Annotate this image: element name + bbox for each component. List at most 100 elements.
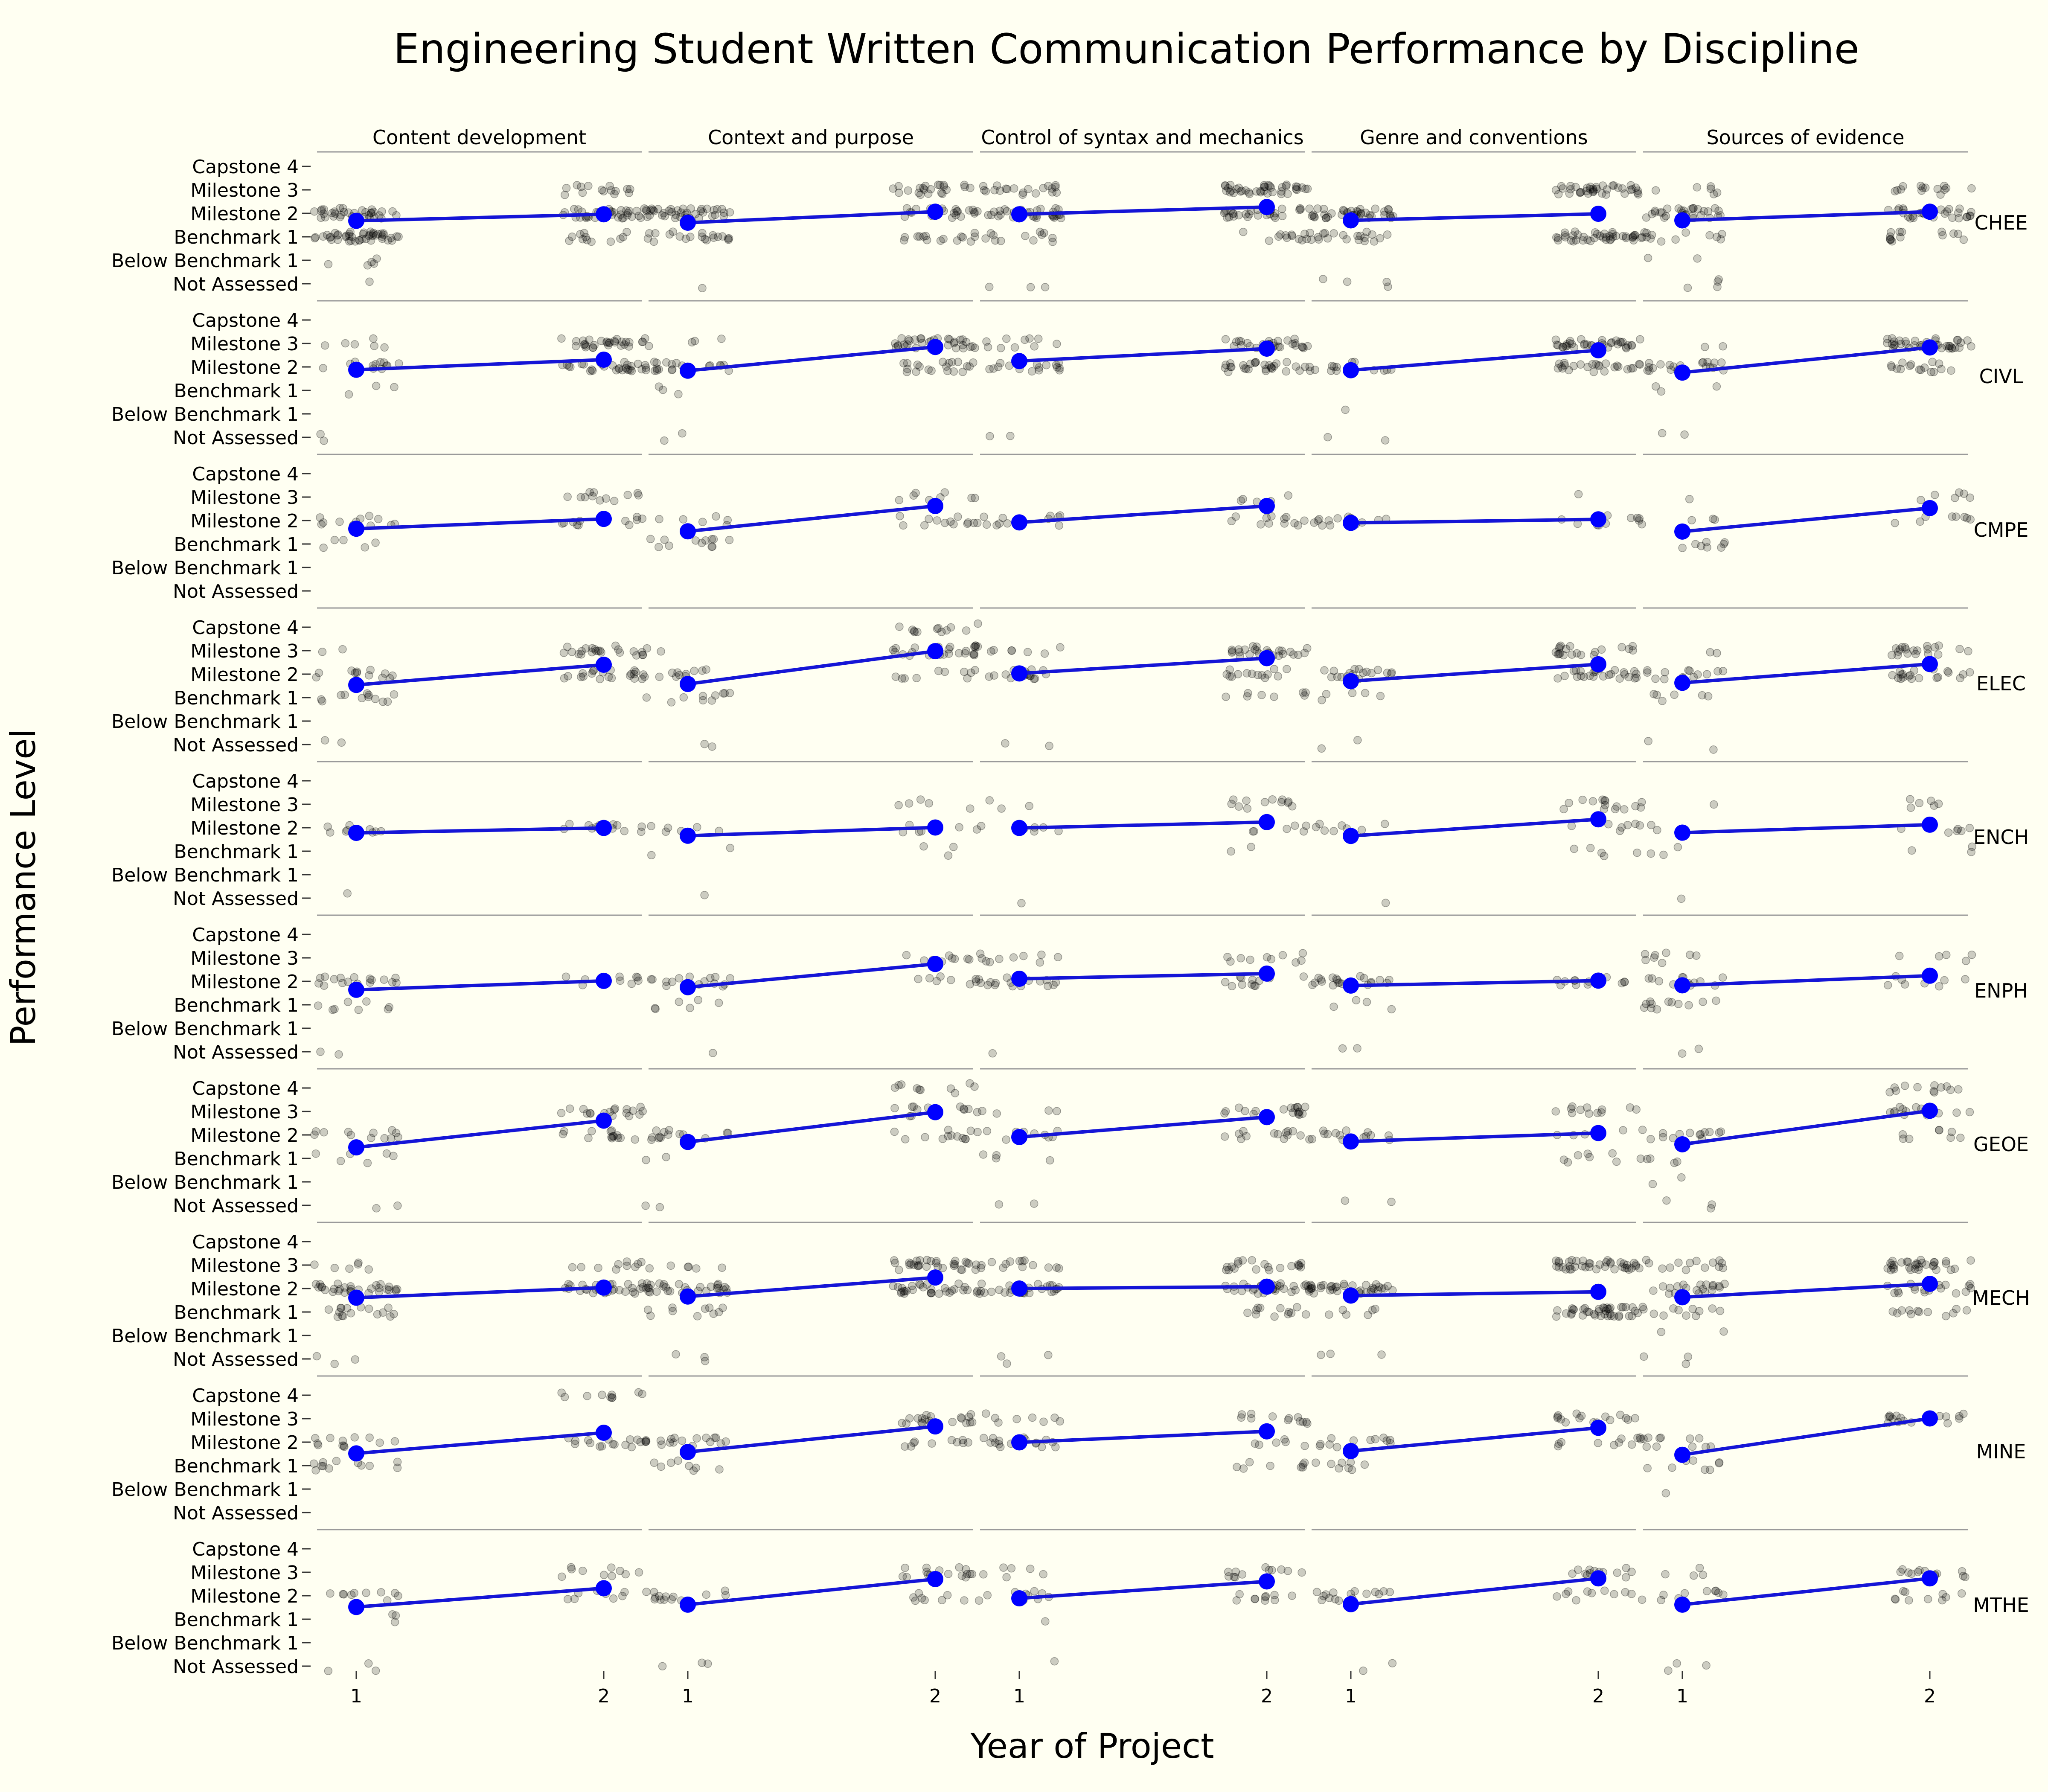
individual-point bbox=[969, 518, 978, 527]
individual-point bbox=[390, 1437, 399, 1446]
individual-point bbox=[1571, 183, 1580, 192]
individual-point bbox=[1025, 334, 1034, 343]
individual-point bbox=[668, 365, 677, 374]
individual-point bbox=[971, 666, 979, 675]
individual-point bbox=[320, 341, 329, 350]
individual-point bbox=[650, 367, 659, 375]
individual-point bbox=[938, 1596, 946, 1605]
individual-point bbox=[379, 229, 388, 238]
individual-point bbox=[1559, 1155, 1568, 1164]
individual-point bbox=[1942, 184, 1951, 192]
individual-point bbox=[998, 514, 1007, 522]
individual-point bbox=[946, 517, 955, 526]
individual-point bbox=[1956, 338, 1965, 347]
individual-point bbox=[1627, 341, 1636, 349]
individual-point bbox=[1904, 1257, 1913, 1266]
individual-point bbox=[317, 205, 326, 214]
individual-point bbox=[374, 515, 383, 524]
individual-point bbox=[1673, 843, 1682, 852]
individual-point bbox=[1268, 188, 1277, 197]
individual-point bbox=[1897, 675, 1905, 683]
y-tick-label: Milestone 2 bbox=[190, 357, 299, 378]
individual-point bbox=[1930, 801, 1938, 810]
individual-point bbox=[1270, 665, 1279, 673]
individual-point bbox=[721, 1591, 730, 1600]
individual-point bbox=[1627, 1440, 1636, 1449]
individual-point bbox=[1711, 204, 1719, 212]
individual-point bbox=[1565, 339, 1574, 348]
individual-point bbox=[375, 1288, 384, 1296]
individual-point bbox=[1954, 230, 1963, 238]
individual-point bbox=[1695, 1564, 1704, 1572]
individual-point bbox=[379, 230, 388, 239]
individual-point bbox=[1693, 254, 1702, 263]
mean-point bbox=[348, 212, 364, 229]
individual-point bbox=[1315, 515, 1324, 524]
individual-point bbox=[352, 667, 361, 676]
individual-point bbox=[966, 1570, 975, 1578]
individual-point bbox=[1966, 212, 1975, 220]
individual-point bbox=[1964, 647, 1972, 656]
individual-point bbox=[344, 390, 353, 399]
individual-point bbox=[1959, 236, 1968, 244]
individual-point bbox=[1901, 643, 1909, 652]
individual-point bbox=[1697, 541, 1705, 550]
individual-point bbox=[678, 1436, 687, 1445]
individual-point bbox=[1591, 228, 1600, 237]
individual-point bbox=[968, 1418, 977, 1426]
individual-point bbox=[1917, 366, 1925, 374]
individual-point bbox=[559, 1130, 567, 1138]
individual-point bbox=[1552, 1256, 1560, 1265]
individual-point bbox=[1692, 1312, 1700, 1320]
individual-point bbox=[1719, 540, 1728, 548]
individual-point bbox=[1692, 1257, 1701, 1265]
individual-point bbox=[1320, 1129, 1329, 1138]
individual-point bbox=[1019, 188, 1027, 197]
individual-point bbox=[1324, 433, 1332, 442]
individual-point bbox=[966, 804, 975, 813]
individual-point bbox=[566, 363, 575, 371]
individual-point bbox=[365, 1461, 374, 1470]
individual-point bbox=[1050, 1413, 1059, 1422]
individual-point bbox=[1644, 363, 1653, 372]
individual-point bbox=[384, 1283, 393, 1291]
individual-point bbox=[1583, 183, 1591, 192]
individual-point bbox=[1288, 232, 1296, 240]
individual-point bbox=[921, 181, 930, 190]
individual-point bbox=[1026, 283, 1035, 291]
individual-point bbox=[1029, 1261, 1037, 1270]
individual-point bbox=[1589, 368, 1598, 376]
individual-point bbox=[1270, 362, 1279, 370]
individual-point bbox=[693, 823, 701, 832]
individual-point bbox=[1645, 359, 1653, 367]
individual-point bbox=[630, 670, 639, 678]
individual-point bbox=[326, 1434, 335, 1443]
individual-point bbox=[694, 995, 703, 1004]
individual-point bbox=[1251, 358, 1260, 367]
individual-point bbox=[576, 230, 585, 239]
individual-point bbox=[681, 234, 690, 243]
individual-point bbox=[957, 1265, 965, 1274]
individual-point bbox=[367, 209, 375, 218]
individual-point bbox=[1384, 282, 1392, 291]
individual-point bbox=[1256, 187, 1265, 196]
individual-point bbox=[331, 209, 340, 218]
individual-point bbox=[1900, 1082, 1909, 1090]
individual-point bbox=[1348, 689, 1357, 697]
individual-point bbox=[623, 185, 631, 193]
y-tick-label: Benchmark 1 bbox=[174, 534, 299, 556]
individual-point bbox=[1674, 1000, 1683, 1008]
individual-point bbox=[1565, 366, 1573, 375]
individual-point bbox=[720, 1283, 729, 1292]
individual-point bbox=[1888, 1307, 1897, 1316]
individual-point bbox=[1360, 1460, 1369, 1469]
individual-point bbox=[1953, 335, 1962, 344]
individual-point bbox=[1234, 1257, 1242, 1266]
individual-point bbox=[1291, 821, 1299, 830]
individual-point bbox=[698, 284, 707, 293]
individual-point bbox=[610, 497, 619, 505]
individual-point bbox=[1644, 253, 1652, 262]
individual-point bbox=[1325, 1310, 1333, 1319]
individual-point bbox=[571, 1436, 580, 1445]
individual-point bbox=[1592, 183, 1600, 192]
